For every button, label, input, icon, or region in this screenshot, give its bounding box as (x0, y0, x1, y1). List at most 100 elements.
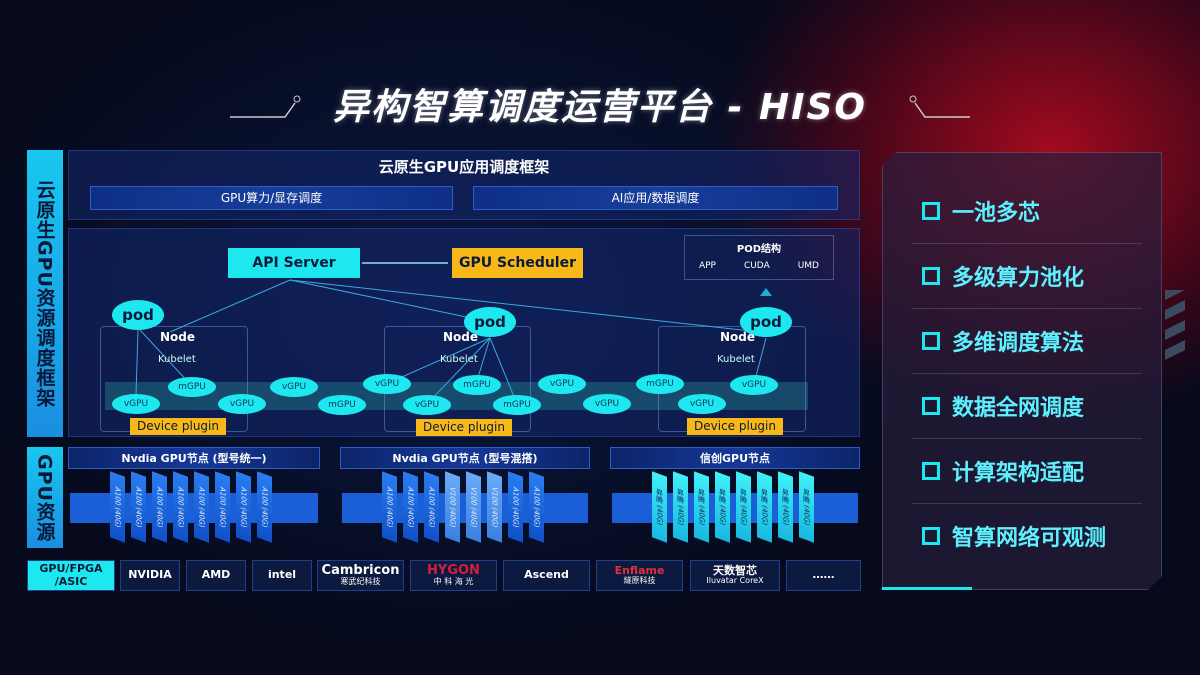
kubelet-label: Kubelet (717, 354, 755, 365)
vendor-subtitle: 中 科 海 光 (433, 577, 474, 587)
gpu-scheduling-bar: GPU算力/显存调度 (90, 186, 453, 210)
node-label: Node (720, 330, 756, 344)
feature-label: 数据全网调度 (952, 396, 1085, 421)
vgpu-instance: vGPU (583, 394, 631, 414)
feature-label: 多维调度算法 (952, 331, 1085, 356)
feature-label: 计算架构适配 (952, 461, 1085, 486)
device-plugin-label: Device plugin (416, 419, 512, 436)
pod: pod (464, 307, 516, 337)
gpu-card: A100 (40G) (131, 471, 146, 543)
features-panel (882, 152, 1162, 590)
checkbox-icon (922, 332, 940, 350)
vendor-logo-nvidia: NVIDIA (120, 560, 180, 591)
divider (912, 308, 1142, 309)
gpu-card: 昇腾 (40G) (757, 471, 772, 543)
mgpu-instance: mGPU (453, 375, 501, 395)
vendor-name: intel (267, 568, 297, 582)
vgpu-instance: vGPU (112, 394, 160, 414)
pod-structure-item: UMD (797, 261, 819, 271)
vgpu-instance: vGPU (538, 374, 586, 394)
vendor-name: Enflame (614, 564, 665, 578)
mgpu-instance: mGPU (168, 377, 216, 397)
page-title: 异构智算调度运营平台 - HISO (332, 87, 868, 128)
gpu-card: 昇腾 (40G) (778, 471, 793, 543)
pod: pod (112, 300, 164, 330)
api-server-box: API Server (228, 248, 360, 278)
gpu-card: 昇腾 (40G) (715, 471, 730, 543)
gpu-card: V100 (40G) (487, 471, 502, 543)
vendor-logo-more: 天数智芯 Iluvatar CoreX (690, 560, 780, 591)
chip-type-label: GPU/FPGA /ASIC (27, 560, 115, 591)
vgpu-instance: vGPU (403, 395, 451, 415)
vgpu-instance: vGPU (363, 374, 411, 394)
node-label: Node (160, 330, 196, 344)
kubelet-label: Kubelet (440, 354, 478, 365)
divider (912, 373, 1142, 374)
vendor-logo-hygon: HYGON 中 科 海 光 (410, 560, 497, 591)
vendor-subtitle: 燧原科技 (623, 576, 656, 586)
checkbox-icon (922, 202, 940, 220)
vendor-logo-cambricon: Cambricon 寒武纪科技 (317, 560, 404, 591)
gpu-card: 昇腾 (40G) (736, 471, 751, 543)
ai-data-scheduling-bar: AI应用/数据调度 (473, 186, 838, 210)
gpu-card: V100 (40G) (466, 471, 481, 543)
divider (912, 243, 1142, 244)
vendor-name: Cambricon (321, 562, 400, 578)
gpu-card: A100 (40G) (508, 471, 523, 543)
divider (912, 503, 1142, 504)
gpu-card: A100 (40G) (215, 471, 230, 543)
feature-item: 计算架构适配 (922, 455, 1084, 487)
checkbox-icon (922, 397, 940, 415)
mgpu-instance: mGPU (493, 395, 541, 415)
feature-item: 多维调度算法 (922, 325, 1084, 357)
vendor-name: NVIDIA (128, 568, 172, 582)
gpu-node-band (342, 493, 588, 523)
gpu-card: 昇腾 (40G) (799, 471, 814, 543)
framework-side-label: 云原生GPU资源调度框架 (27, 150, 63, 437)
vgpu-instance: vGPU (218, 394, 266, 414)
feature-item: 智算网络可观测 (922, 520, 1106, 552)
kubelet-label: Kubelet (158, 354, 196, 365)
feature-label: 一池多芯 (952, 201, 1041, 226)
gpu-card: V100 (40G) (445, 471, 460, 543)
device-plugin-label: Device plugin (130, 418, 226, 435)
checkbox-icon (922, 267, 940, 285)
pod-structure-title: POD结构 (736, 244, 782, 255)
feature-item: 数据全网调度 (922, 390, 1084, 422)
gpu-card: A100 (40G) (529, 471, 544, 543)
pod-structure-item: APP (698, 261, 716, 271)
vgpu-instance: vGPU (270, 377, 318, 397)
gpu-card: 昇腾 (40G) (652, 471, 667, 543)
vendor-logo-amd: AMD (186, 560, 246, 591)
gpu-node-header: Nvdia GPU节点 (型号混搭) (340, 447, 590, 469)
app-framework-title: 云原生GPU应用调度框架 (378, 158, 550, 176)
gpu-card: A100 (40G) (110, 471, 125, 543)
mgpu-instance: mGPU (636, 374, 684, 394)
checkbox-icon (922, 462, 940, 480)
feature-item: 多级算力池化 (922, 260, 1084, 292)
gpu-node-header: 信创GPU节点 (610, 447, 860, 469)
pod-structure-box: POD结构 APP CUDA UMD (684, 235, 834, 280)
gpu-card: A100 (40G) (424, 471, 439, 543)
checkbox-icon (922, 527, 940, 545)
vendor-subtitle: 寒武纪科技 (340, 577, 381, 587)
panel-accent (882, 587, 972, 590)
mgpu-instance: mGPU (318, 395, 366, 415)
gpu-card: A100 (40G) (382, 471, 397, 543)
gpu-card: A100 (40G) (236, 471, 251, 543)
device-plugin-label: Device plugin (687, 418, 783, 435)
gpu-card: A100 (40G) (173, 471, 188, 543)
pod-structure-item: CUDA (743, 261, 770, 271)
vgpu-instance: vGPU (678, 394, 726, 414)
vendor-subtitle: Iluvatar CoreX (706, 576, 764, 586)
gpu-card: A100 (40G) (257, 471, 272, 543)
gpu-card: A100 (40G) (152, 471, 167, 543)
gpu-card: A100 (40G) (403, 471, 418, 543)
vgpu-instance: vGPU (730, 375, 778, 395)
gpu-card: A100 (40G) (194, 471, 209, 543)
vendor-logo-enflame: Enflame 燧原科技 (596, 560, 683, 591)
vendor-name: 天数智芯 (713, 564, 757, 578)
divider (912, 438, 1142, 439)
gpu-card: 昇腾 (40G) (673, 471, 688, 543)
